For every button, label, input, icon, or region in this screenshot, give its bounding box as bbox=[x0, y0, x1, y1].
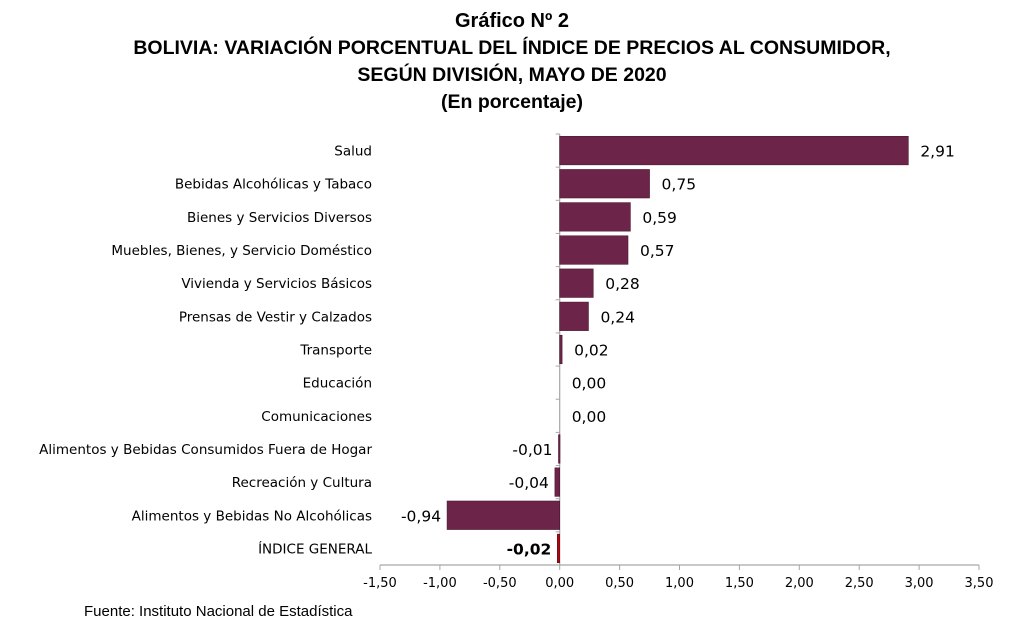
category-label: Bienes y Servicios Diversos bbox=[187, 210, 372, 226]
data-label: 0,57 bbox=[640, 242, 675, 260]
data-label: -0,02 bbox=[507, 540, 552, 558]
x-tick-label: 2,00 bbox=[785, 576, 814, 591]
data-label: 0,00 bbox=[572, 408, 607, 426]
bar bbox=[557, 533, 561, 563]
x-tick-label: 3,00 bbox=[905, 576, 934, 591]
x-tick-label: -0,50 bbox=[483, 576, 517, 591]
bar bbox=[559, 136, 909, 166]
category-label: Comunicaciones bbox=[261, 409, 372, 425]
bar bbox=[446, 500, 561, 530]
category-label: Alimentos y Bebidas Consumidos Fuera de … bbox=[39, 442, 372, 458]
bar bbox=[558, 434, 561, 464]
bar bbox=[559, 268, 594, 298]
data-label: 0,75 bbox=[662, 176, 697, 194]
x-tick-label: -1,00 bbox=[423, 576, 457, 591]
category-label: Educación bbox=[303, 376, 372, 392]
bar bbox=[559, 235, 629, 265]
category-label: Vivienda y Servicios Básicos bbox=[181, 276, 372, 292]
data-label: -0,01 bbox=[512, 441, 552, 459]
data-label: -0,04 bbox=[509, 474, 549, 492]
x-tick-label: 1,50 bbox=[725, 576, 754, 591]
category-label: Transporte bbox=[299, 343, 372, 359]
category-label: Prensas de Vestir y Calzados bbox=[179, 309, 372, 325]
chart-title-line-2: SEGÚN DIVISIÓN, MAYO DE 2020 bbox=[357, 64, 667, 86]
category-label: Alimentos y Bebidas No Alcohólicas bbox=[132, 508, 372, 524]
data-label: 0,00 bbox=[572, 375, 607, 393]
x-tick-label: 1,00 bbox=[665, 576, 694, 591]
x-tick-label: 0,50 bbox=[605, 576, 634, 591]
chart-number: Gráfico Nº 2 bbox=[454, 10, 569, 32]
category-label: Salud bbox=[334, 144, 372, 160]
chart-title-block: Gráfico Nº 2 BOLIVIA: VARIACIÓN PORCENTU… bbox=[0, 8, 1024, 116]
data-label: 2,91 bbox=[920, 143, 955, 161]
bar bbox=[559, 334, 563, 365]
x-tick-label: 3,50 bbox=[965, 576, 994, 591]
bar bbox=[559, 301, 589, 331]
category-label: Recreación y Cultura bbox=[232, 475, 372, 491]
chart-subtitle: (En porcentaje) bbox=[441, 91, 583, 113]
x-tick-label: 0,00 bbox=[545, 576, 574, 591]
bar bbox=[559, 169, 650, 199]
bar bbox=[554, 467, 561, 497]
x-tick-label: -1,50 bbox=[363, 576, 397, 591]
data-label: 0,24 bbox=[600, 308, 635, 326]
data-label: 0,02 bbox=[574, 342, 609, 360]
category-label: Bebidas Alcohólicas y Tabaco bbox=[175, 177, 372, 193]
category-label: ÍNDICE GENERAL bbox=[258, 540, 372, 557]
bar bbox=[559, 202, 631, 232]
chart-title-line-1: BOLIVIA: VARIACIÓN PORCENTUAL DEL ÍNDICE… bbox=[133, 37, 891, 59]
data-label: -0,94 bbox=[401, 507, 441, 525]
x-tick-label: 2,50 bbox=[845, 576, 874, 591]
source-note: Fuente: Instituto Nacional de Estadístic… bbox=[84, 603, 353, 620]
data-label: 0,59 bbox=[642, 209, 677, 227]
data-label: 0,28 bbox=[605, 275, 640, 293]
category-label: Muebles, Bienes, y Servicio Doméstico bbox=[111, 243, 372, 259]
